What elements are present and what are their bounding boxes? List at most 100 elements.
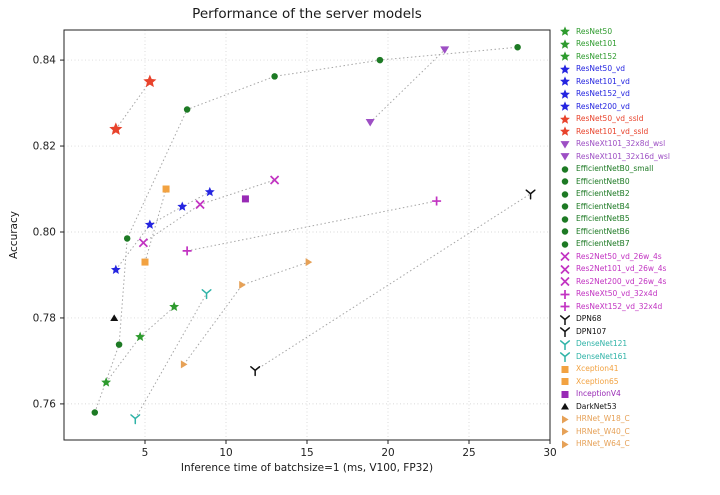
legend-item-ResNet50_vd: ResNet50_vd bbox=[558, 63, 670, 75]
legend-label: ResNet101_vd bbox=[576, 76, 630, 86]
legend-glyph-tri_down bbox=[560, 140, 570, 149]
tri_right-marker-icon bbox=[562, 427, 569, 436]
y-tick-label: 0.80 bbox=[33, 226, 56, 238]
legend-label: ResNet101 bbox=[576, 39, 617, 49]
legend-item-ResNet101_vd_ssld: ResNet101_vd_ssld bbox=[558, 126, 670, 137]
square-marker-icon bbox=[561, 365, 569, 373]
legend-glyph-star bbox=[560, 26, 570, 36]
legend-item-ResNeXt152_vd_32x4d: ResNeXt152_vd_32x4d bbox=[558, 301, 670, 312]
point-DarkNet53 bbox=[110, 314, 119, 321]
connector-EfficientNet bbox=[94, 46, 518, 413]
legend-label: ResNet152_vd bbox=[576, 89, 630, 99]
legend-glyph-plus bbox=[560, 289, 570, 299]
point-ResNet152_vd bbox=[177, 201, 188, 211]
legend-item-DPN68: DPN68 bbox=[558, 314, 670, 325]
point-DPN107 bbox=[525, 189, 536, 200]
x-axis-label: Inference time of batchsize=1 (ms, V100,… bbox=[180, 462, 434, 474]
legend-glyph-star bbox=[560, 126, 570, 136]
point-HRNet_W18_C bbox=[180, 360, 188, 369]
legend-label: EfficientNetB0 bbox=[576, 176, 630, 186]
legend-label: DPN68 bbox=[576, 314, 602, 324]
point-ResNet101_vd bbox=[144, 219, 155, 229]
legend-label: ResNet50_vd_ssld bbox=[576, 114, 644, 124]
legend-item-ResNet200_vd: ResNet200_vd bbox=[558, 101, 670, 112]
legend-glyph-tri_right bbox=[562, 440, 569, 448]
point-EfficientNetB7 bbox=[514, 43, 521, 51]
legend-glyph-plus bbox=[560, 302, 570, 311]
triY-marker-icon bbox=[559, 314, 571, 325]
legend-label: DPN107 bbox=[576, 326, 607, 336]
legend-item-DenseNet121: DenseNet121 bbox=[558, 339, 670, 350]
tri_right-marker-icon bbox=[562, 440, 569, 448]
point-EfficientNetB4 bbox=[183, 106, 191, 113]
legend-item-HRNet_W18_C: HRNet_W18_C bbox=[558, 414, 670, 425]
x-tick-label: 20 bbox=[381, 447, 394, 459]
legend-glyph-triY bbox=[559, 314, 571, 325]
legend-item-ResNet50: ResNet50 bbox=[558, 26, 670, 37]
point-ResNet152 bbox=[169, 301, 180, 311]
triY-marker-icon bbox=[559, 327, 571, 337]
legend-glyph-star bbox=[560, 63, 570, 74]
point-ResNet200_vd bbox=[204, 186, 215, 197]
legend-item-EfficientNetB0_small: EfficientNetB0_small bbox=[558, 164, 670, 175]
legend-item-EfficientNetB6: EfficientNetB6 bbox=[558, 226, 670, 237]
legend-label: Res2Net200_vd_26w_4s bbox=[576, 276, 667, 286]
legend-item-ResNet101_vd: ResNet101_vd bbox=[558, 76, 670, 87]
circle-marker-icon bbox=[561, 190, 569, 198]
plus-marker-icon bbox=[560, 302, 570, 311]
legend-label: ResNet152 bbox=[576, 51, 617, 61]
legend-label: ResNet101_vd_ssld bbox=[576, 126, 649, 136]
point-EfficientNetB0_small bbox=[91, 409, 99, 416]
legend-item-ResNeXt101_32x8d_wsl: ResNeXt101_32x8d_wsl bbox=[558, 139, 670, 150]
x-tick-label: 25 bbox=[462, 447, 475, 459]
legend-label: EfficientNetB5 bbox=[576, 214, 630, 224]
legend-glyph-circle bbox=[561, 228, 569, 235]
x-tick-label: 5 bbox=[142, 447, 149, 459]
legend-item-Res2Net101_vd_26w_4s: Res2Net101_vd_26w_4s bbox=[558, 264, 670, 275]
point-EfficientNetB2 bbox=[123, 235, 131, 242]
legend-glyph-circle bbox=[561, 240, 569, 248]
legend-item-DPN107: DPN107 bbox=[558, 326, 670, 337]
star-marker-icon bbox=[560, 38, 570, 49]
x-tick-label: 15 bbox=[300, 447, 313, 459]
legend-glyph-circle bbox=[561, 215, 569, 223]
point-HRNet_W64_C bbox=[305, 258, 313, 267]
tri_down-marker-icon bbox=[560, 153, 570, 161]
legend: ResNet50 ResNet101 ResNet152 ResNet50_vd Res… bbox=[558, 26, 670, 450]
legend-glyph-star bbox=[560, 88, 570, 99]
legend-label: Res2Net50_vd_26w_4s bbox=[576, 251, 662, 261]
circle-marker-icon bbox=[561, 240, 569, 248]
point-DPN68 bbox=[250, 366, 261, 377]
point-ResNet50_vd_ssld bbox=[109, 122, 123, 135]
triY-marker-icon bbox=[559, 352, 571, 362]
connector-ResNet_vd_ssld bbox=[115, 81, 151, 130]
circle-marker-icon bbox=[561, 178, 569, 185]
x-marker-icon bbox=[560, 251, 570, 262]
star-marker-icon bbox=[560, 126, 570, 136]
star-marker-icon bbox=[560, 51, 570, 61]
legend-glyph-triY bbox=[559, 352, 571, 362]
legend-item-EfficientNetB7: EfficientNetB7 bbox=[558, 239, 670, 250]
legend-label: ResNeXt101_32x8d_wsl bbox=[576, 139, 666, 149]
connector-HRNet bbox=[183, 261, 309, 365]
point-Res2Net200_vd_26w_4s bbox=[269, 175, 280, 185]
star-marker-icon bbox=[560, 26, 570, 36]
legend-item-ResNet152: ResNet152 bbox=[558, 51, 670, 62]
point-EfficientNetB0 bbox=[115, 341, 123, 348]
tri_right-marker-icon bbox=[562, 415, 569, 423]
point-ResNeXt101_32x16d_wsl bbox=[440, 46, 450, 54]
legend-label: HRNet_W40_C bbox=[576, 426, 630, 436]
legend-glyph-circle bbox=[561, 203, 569, 210]
tri_down-marker-icon bbox=[560, 140, 570, 149]
point-DenseNet161 bbox=[201, 289, 212, 300]
point-Res2Net50_vd_26w_4s bbox=[138, 238, 148, 248]
legend-glyph-star bbox=[560, 76, 570, 86]
connector-DenseNet bbox=[134, 293, 208, 419]
x-marker-icon bbox=[560, 264, 570, 274]
legend-item-DenseNet161: DenseNet161 bbox=[558, 351, 670, 362]
legend-glyph-square bbox=[561, 390, 569, 398]
y-tick-label: 0.76 bbox=[33, 398, 57, 410]
legend-label: EfficientNetB4 bbox=[576, 201, 630, 211]
legend-label: EfficientNetB7 bbox=[576, 239, 630, 249]
